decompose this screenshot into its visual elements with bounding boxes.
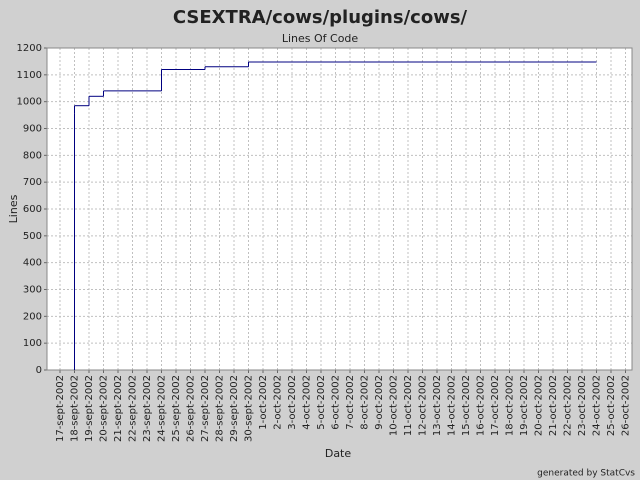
x-tick-label: 11-oct-2002	[403, 375, 414, 436]
x-tick-label: 24-sept-2002	[157, 375, 168, 442]
x-tick-label: 4-oct-2002	[302, 375, 313, 430]
x-tick-label: 5-oct-2002	[316, 375, 327, 430]
x-axis-label: Date	[325, 447, 352, 460]
x-tick-label: 24-oct-2002	[592, 375, 603, 436]
y-tick-label: 500	[23, 231, 42, 242]
x-tick-label: 14-oct-2002	[447, 375, 458, 436]
y-tick-label: 1200	[17, 43, 42, 54]
x-tick-label: 17-sept-2002	[55, 375, 66, 442]
x-tick-label: 17-oct-2002	[490, 375, 501, 436]
x-tick-label: 13-oct-2002	[432, 375, 443, 436]
x-tick-label: 8-oct-2002	[360, 375, 371, 430]
y-tick-label: 600	[23, 204, 42, 215]
x-tick-label: 25-sept-2002	[171, 375, 182, 442]
x-tick-label: 22-sept-2002	[128, 375, 139, 442]
x-tick-label: 9-oct-2002	[374, 375, 385, 430]
y-tick-label: 1000	[17, 97, 42, 108]
x-tick-label: 22-oct-2002	[563, 375, 574, 436]
x-tick-label: 10-oct-2002	[389, 375, 400, 436]
y-tick-label: 0	[36, 365, 42, 376]
x-tick-label: 23-sept-2002	[142, 375, 153, 442]
x-tick-label: 3-oct-2002	[287, 375, 298, 430]
y-tick-label: 1100	[17, 70, 42, 81]
y-tick-label: 100	[23, 338, 42, 349]
x-tick-label: 2-oct-2002	[273, 375, 284, 430]
x-tick-label: 27-sept-2002	[200, 375, 211, 442]
x-tick-label: 29-sept-2002	[229, 375, 240, 442]
x-tick-label: 6-oct-2002	[331, 375, 342, 430]
chart-title: Lines Of Code	[282, 32, 359, 45]
x-tick-label: 20-sept-2002	[99, 375, 110, 442]
x-tick-label: 26-oct-2002	[621, 375, 632, 436]
x-tick-label: 1-oct-2002	[258, 375, 269, 430]
y-tick-label: 700	[23, 177, 42, 188]
y-tick-label: 400	[23, 258, 42, 269]
y-axis-label: Lines	[7, 194, 20, 223]
x-tick-label: 21-sept-2002	[113, 375, 124, 442]
x-tick-label: 15-oct-2002	[461, 375, 472, 436]
x-tick-label: 30-sept-2002	[244, 375, 255, 442]
footer: generated by StatCvs	[537, 469, 635, 479]
x-tick-label: 20-oct-2002	[534, 375, 545, 436]
x-tick-label: 12-oct-2002	[418, 375, 429, 436]
y-tick-label: 800	[23, 150, 42, 161]
page-title: CSEXTRA/cows/plugins/cows/	[173, 7, 468, 28]
x-tick-label: 18-sept-2002	[70, 375, 81, 442]
y-tick-label: 200	[23, 311, 42, 322]
x-tick-label: 25-oct-2002	[606, 375, 617, 436]
x-tick-label: 19-sept-2002	[84, 375, 95, 442]
x-tick-label: 19-oct-2002	[519, 375, 530, 436]
x-tick-label: 23-oct-2002	[577, 375, 588, 436]
x-tick-label: 16-oct-2002	[476, 375, 487, 436]
x-tick-label: 28-sept-2002	[215, 375, 226, 442]
x-tick-label: 7-oct-2002	[345, 375, 356, 430]
x-tick-label: 21-oct-2002	[548, 375, 559, 436]
x-tick-label: 26-sept-2002	[186, 375, 197, 442]
plot-border	[46, 47, 633, 371]
y-tick-label: 300	[23, 285, 42, 296]
x-tick-label: 18-oct-2002	[505, 375, 516, 436]
y-tick-label: 900	[23, 124, 42, 135]
